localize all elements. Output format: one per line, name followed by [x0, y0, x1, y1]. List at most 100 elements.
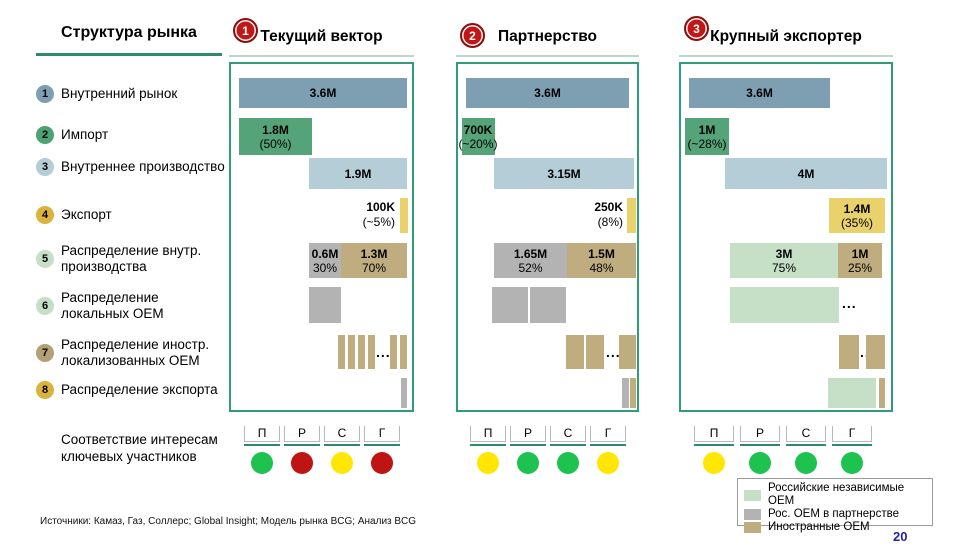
legend-swatch-russian-partner — [744, 509, 761, 520]
bar-value: 3.6M — [534, 86, 561, 100]
page-title: Структура рынка — [61, 24, 197, 41]
status-dot — [597, 452, 619, 474]
block-foreign-oem — [619, 335, 636, 369]
status-dot — [795, 452, 817, 474]
ellipsis: ... — [842, 295, 857, 311]
scenario-1-panel: 3.6M 1.8M (50%) 1.9M 100K (~5%) 0.6M 30%… — [229, 62, 414, 412]
block-foreign-oem — [338, 335, 345, 369]
sidebar-item-label: Экспорт — [61, 207, 112, 222]
sidebar-item-local-oem: 6 Распределение локальных ОЕМ — [36, 290, 228, 322]
legend-swatch-russian-independent — [744, 489, 761, 501]
light-rule — [832, 444, 872, 446]
status-dot — [371, 452, 393, 474]
scenario-3-badge: 3 — [684, 16, 709, 41]
status-dot — [703, 452, 725, 474]
block-local-oem — [730, 287, 839, 323]
block-local-oem — [492, 287, 528, 323]
bar-import — [462, 118, 495, 155]
bar-split-russian-partner: 0.6M 30% — [309, 243, 341, 278]
light-rule — [284, 444, 320, 446]
scenario-3-title: Крупный экспортер — [679, 20, 893, 57]
light-label: С — [550, 426, 586, 442]
sidebar-item-export-split: 8 Распределение экспорта — [36, 381, 228, 399]
bar-value: 1M — [851, 246, 869, 261]
light-label: Р — [510, 426, 546, 442]
light-cell: П — [694, 426, 734, 474]
bar-value: 4M — [797, 166, 815, 181]
light-label: П — [470, 426, 506, 442]
sidebar-item-foreign-oem: 7 Распределение иностр. локализованных О… — [36, 337, 228, 369]
bar-export-distribution — [828, 378, 876, 408]
light-rule — [590, 444, 626, 446]
light-label: Г — [832, 426, 872, 442]
legend-swatch-foreign — [744, 522, 761, 533]
light-rule — [510, 444, 546, 446]
light-rule — [740, 444, 780, 446]
light-cell: С — [550, 426, 586, 474]
bar-split-russian-partner: 1.65M 52% — [494, 243, 567, 278]
bar-pct: (35%) — [840, 215, 873, 230]
bar-domestic-production: 1.9M — [309, 158, 407, 189]
sidebar-item-label: Импорт — [61, 127, 109, 142]
status-dot — [477, 452, 499, 474]
light-cell: Г — [832, 426, 872, 474]
step-7-badge: 7 — [36, 344, 54, 362]
title-rule — [36, 53, 222, 56]
legend-label: Рос. ОЕМ в партнерстве — [768, 508, 899, 520]
bar-domestic-market: 3.6M — [239, 78, 407, 108]
block-foreign-oem — [866, 335, 885, 369]
bar-pct: (~5%) — [362, 215, 395, 229]
bar-pct: 25% — [847, 260, 873, 275]
sidebar-item-label: Распределение экспорта — [61, 382, 218, 397]
bar-export — [627, 198, 636, 233]
sidebar-item-domestic-market: 1 Внутренний рынок — [36, 85, 228, 103]
status-dot — [841, 452, 863, 474]
bar-value: 3.6M — [746, 86, 773, 100]
light-cell: Р — [740, 426, 780, 474]
light-rule — [694, 444, 734, 446]
bar-pct: (50%) — [259, 136, 292, 151]
ellipsis: .. — [860, 344, 870, 360]
ellipsis: ... — [376, 344, 391, 360]
bar-domestic-market: 3.6M — [466, 78, 629, 108]
light-cell: Г — [590, 426, 626, 474]
block-local-oem — [530, 287, 566, 323]
bar-value: 1.65M — [513, 246, 548, 261]
scenario-1-title: Текущий вектор — [229, 20, 414, 57]
import-label: 700K (~20%) — [456, 118, 500, 155]
light-cell: Р — [284, 426, 320, 474]
light-cell: Г — [364, 426, 400, 474]
sidebar-item-export: 4 Экспорт — [36, 206, 228, 224]
page-number: 20 — [893, 529, 908, 544]
scenario-1-lights: П Р С Г — [244, 426, 400, 474]
bar-domestic-production: 4M — [725, 158, 887, 189]
bar-value: 1.5M — [588, 246, 615, 261]
bar-pct: (~28%) — [687, 136, 727, 151]
bar-export-distribution — [630, 378, 636, 408]
light-label: Р — [740, 426, 780, 442]
bar-value: 0.6M — [311, 246, 339, 261]
status-dot — [517, 452, 539, 474]
block-foreign-oem — [390, 335, 397, 369]
bar-export: 1.4M (35%) — [829, 198, 885, 233]
step-6-badge: 6 — [36, 297, 54, 315]
bar-export-distribution — [401, 378, 407, 408]
bar-import: 1M (~28%) — [685, 118, 729, 155]
block-foreign-oem — [400, 335, 407, 369]
step-5-badge: 5 — [36, 250, 54, 268]
export-label: 100K (~5%) — [293, 200, 395, 230]
bar-pct: 70% — [361, 260, 387, 275]
light-label: С — [324, 426, 360, 442]
scenario-1-badge: 1 — [233, 18, 258, 43]
light-rule — [786, 444, 826, 446]
bar-domestic-production: 3.15M — [494, 158, 634, 189]
light-cell: П — [244, 426, 280, 474]
step-1-badge: 1 — [36, 85, 54, 103]
bar-value: 1M — [698, 122, 716, 137]
status-dot — [291, 452, 313, 474]
bar-export — [400, 198, 408, 233]
light-label: Р — [284, 426, 320, 442]
bar-pct: 30% — [312, 260, 338, 275]
block-foreign-oem — [566, 335, 584, 369]
bar-value: 3.6M — [309, 86, 337, 100]
